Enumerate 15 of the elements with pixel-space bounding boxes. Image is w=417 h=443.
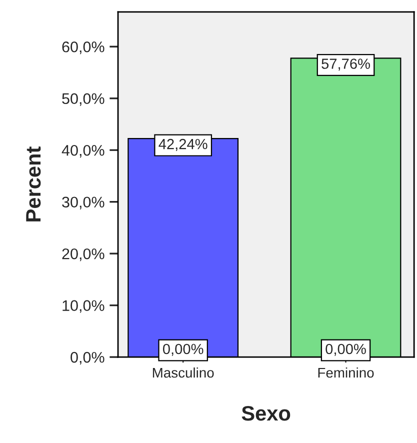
data-label: 57,76% [322,58,370,71]
x-tick-label: Feminino [318,367,374,378]
y-tick-label: 10,0% [62,300,104,313]
y-tick-label: 20,0% [62,248,104,262]
y-tick-label: 0,0% [70,352,104,365]
y-axis-title: Percent [26,146,41,222]
y-tick-label: 40,0% [62,144,104,158]
data-label: 42,24% [158,138,208,151]
y-tick-label: 30,0% [62,196,104,210]
y-tick-label: 60,0% [62,41,104,54]
annotation: 0,00% [326,344,366,356]
x-tick-label: Masculino [152,367,214,378]
x-axis-title: Sexo [242,406,290,421]
y-tick-label: 50,0% [62,93,104,106]
annotation: 0,00% [162,344,204,356]
